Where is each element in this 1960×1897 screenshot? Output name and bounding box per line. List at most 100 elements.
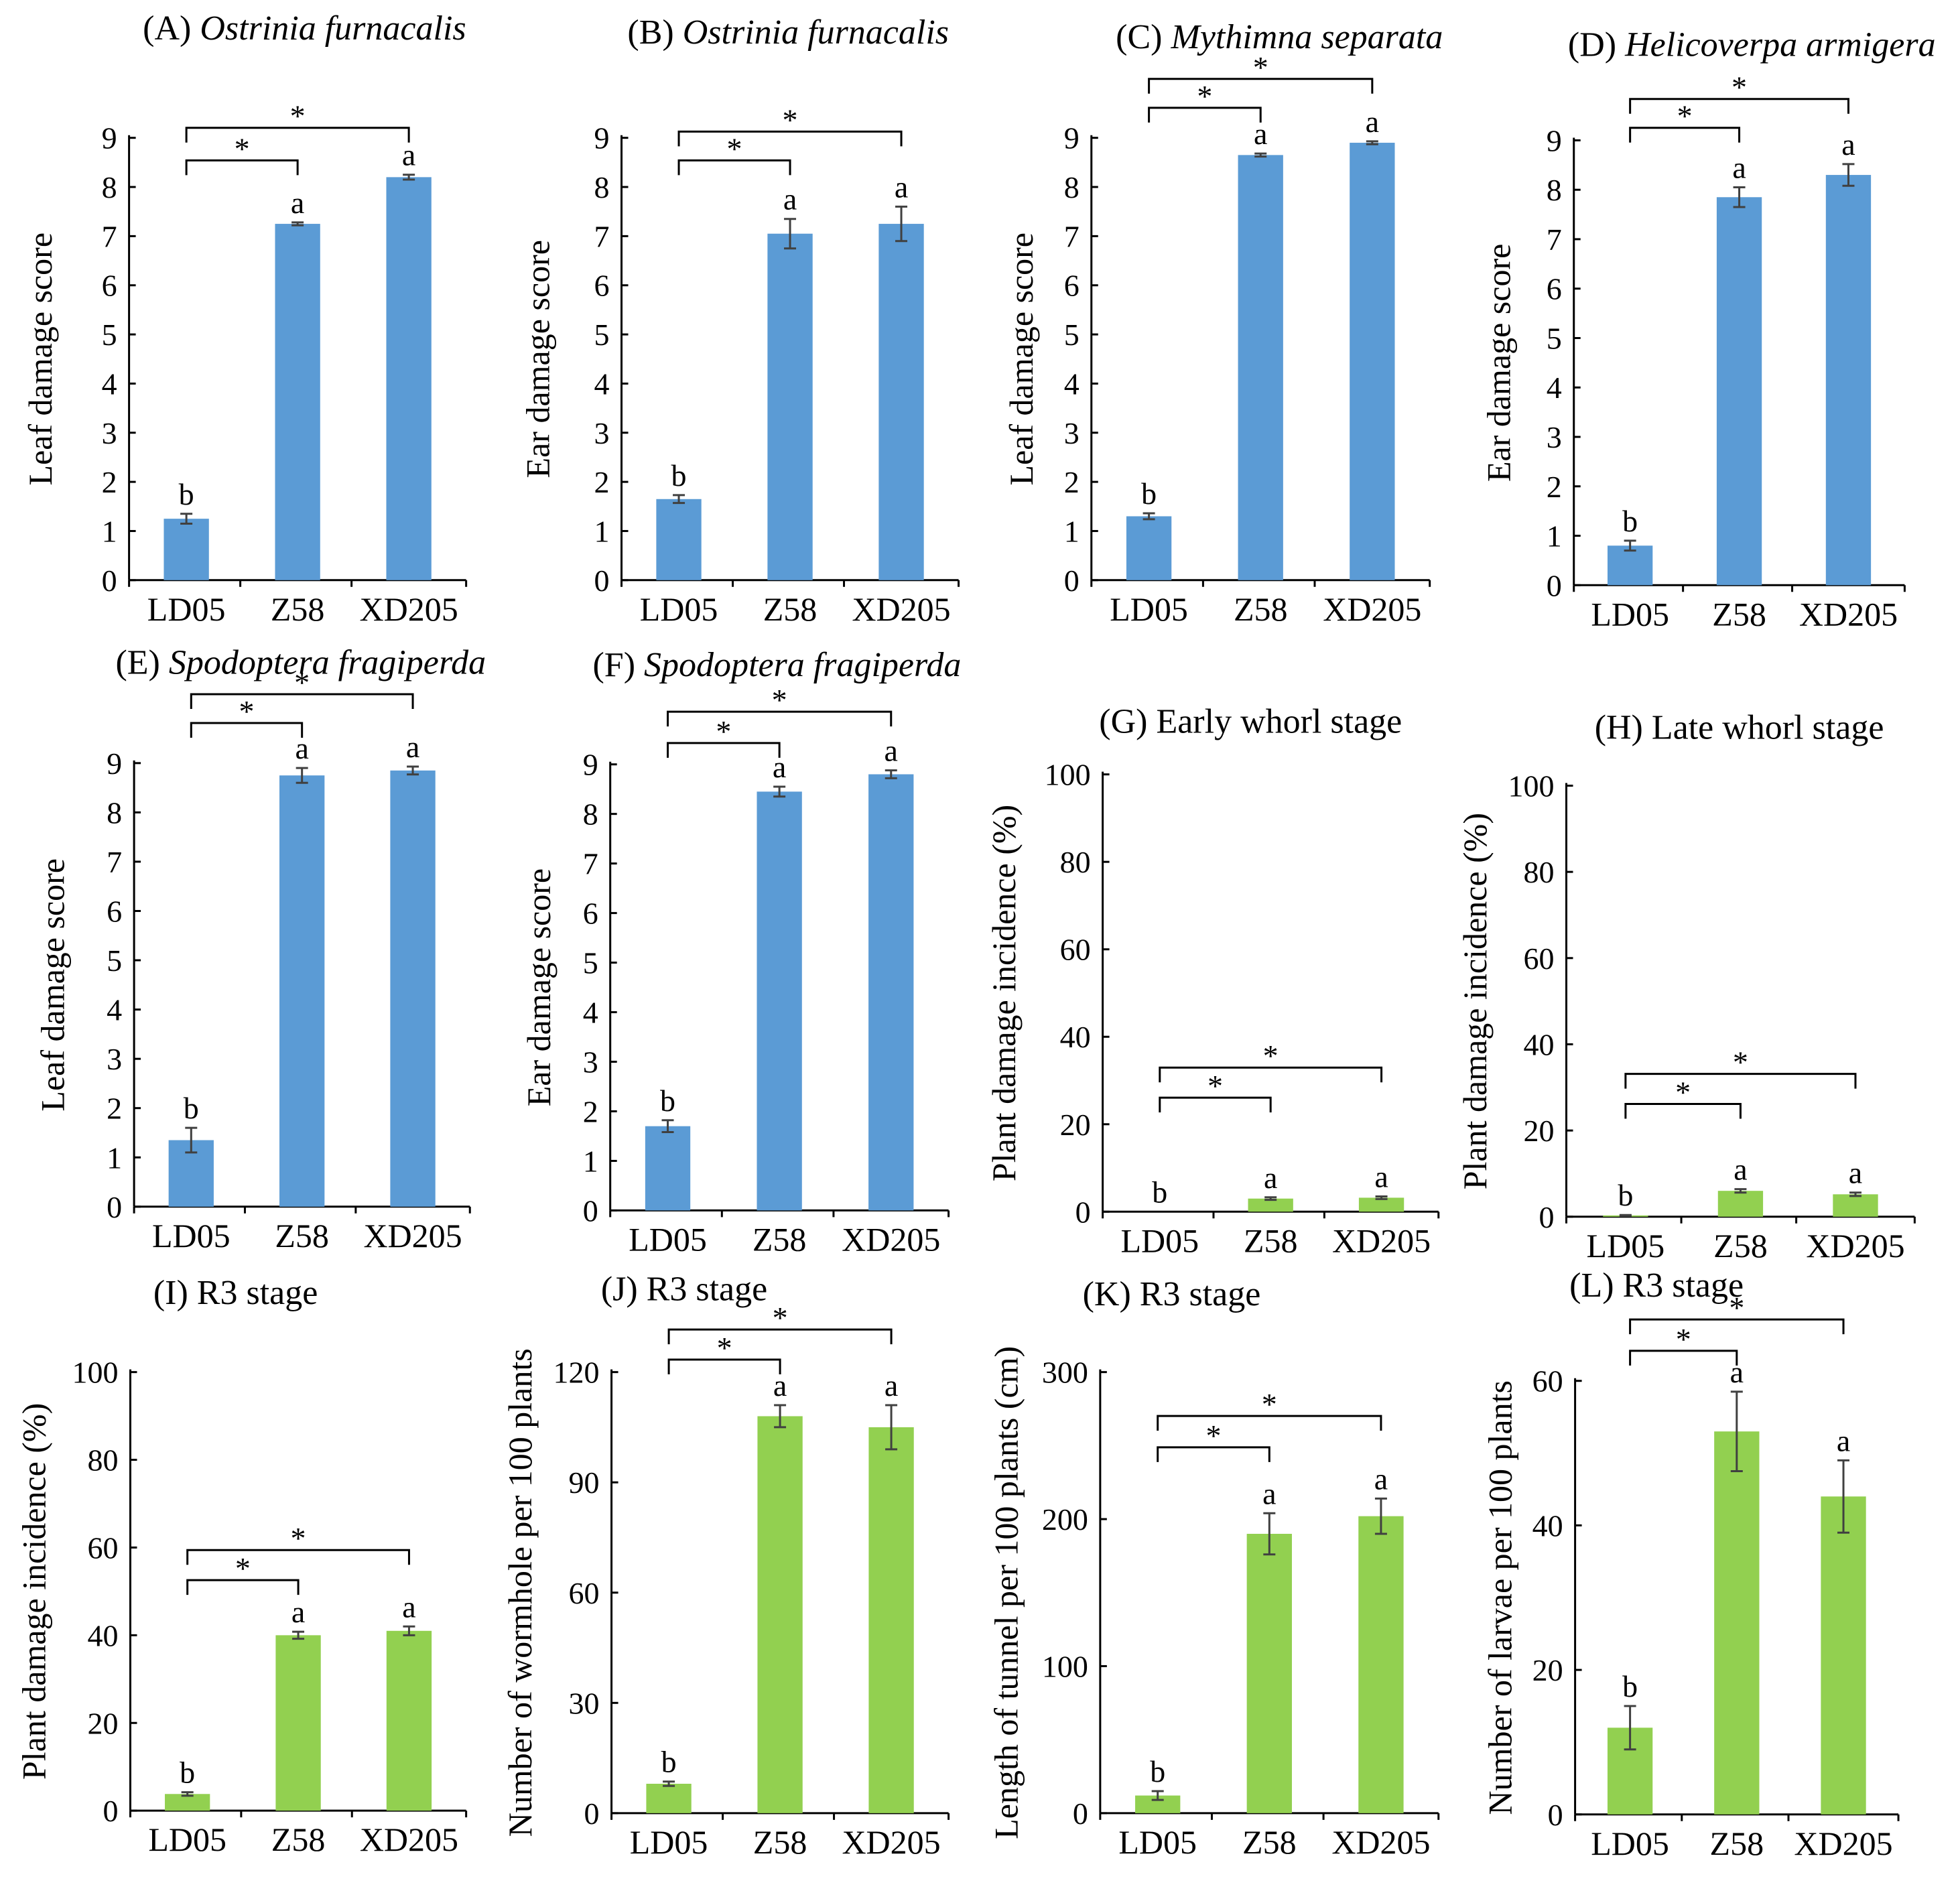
bar-LD05 xyxy=(646,1784,692,1813)
x-tick-label: Z58 xyxy=(1234,590,1288,628)
x-tick-label: LD05 xyxy=(152,1217,231,1254)
significance-bracket xyxy=(677,130,903,147)
y-tick-label: 3 xyxy=(583,1045,598,1080)
panel-title: (I) R3 stage xyxy=(153,1274,318,1312)
y-tick-label: 5 xyxy=(1547,321,1562,355)
significance-star: * xyxy=(1676,1322,1691,1356)
x-tick-label: Z58 xyxy=(1712,595,1766,633)
y-tick-label: 3 xyxy=(594,416,610,450)
panel-title: (L) R3 stage xyxy=(1569,1266,1744,1305)
x-tick-label: LD05 xyxy=(1118,1823,1197,1861)
y-tick-label: 8 xyxy=(594,170,610,204)
y-tick-label: 5 xyxy=(1064,318,1080,352)
significance-letter: a xyxy=(1841,127,1855,161)
y-tick-label: 20 xyxy=(87,1706,118,1740)
significance-star: * xyxy=(1675,1075,1691,1109)
y-tick-label: 3 xyxy=(102,416,117,450)
significance-star: * xyxy=(1262,1387,1277,1421)
bar-LD05 xyxy=(656,499,702,580)
y-tick-label: 7 xyxy=(107,845,122,879)
significance-letter: b xyxy=(661,1745,677,1779)
y-tick-label: 4 xyxy=(107,993,122,1027)
y-tick-label: 2 xyxy=(594,465,610,499)
y-axis-title: Plant damage incidence (%) xyxy=(1456,813,1494,1189)
significance-bracket xyxy=(185,159,299,176)
bar-Z58 xyxy=(279,775,325,1207)
significance-star: * xyxy=(294,665,310,700)
significance-bracket xyxy=(1148,78,1374,94)
significance-letter: a xyxy=(406,730,419,764)
x-tick-label: XD205 xyxy=(1799,595,1898,633)
significance-star: * xyxy=(235,1551,251,1585)
significance-bracket xyxy=(1159,1096,1272,1113)
y-tick-label: 20 xyxy=(1060,1108,1091,1142)
y-tick-label: 60 xyxy=(1532,1364,1563,1398)
significance-letter: a xyxy=(1849,1156,1862,1190)
y-tick-label: 60 xyxy=(87,1530,118,1565)
x-tick-label: XD205 xyxy=(852,590,950,628)
x-tick-label: Z58 xyxy=(763,590,818,628)
panel-title: (D) Helicoverpa armigera xyxy=(1568,25,1936,64)
bar-Z58 xyxy=(275,224,320,580)
significance-letter: a xyxy=(885,734,898,768)
x-tick-label: XD205 xyxy=(1794,1825,1892,1862)
significance-letter: b xyxy=(1618,1178,1633,1212)
y-tick-label: 2 xyxy=(107,1092,122,1126)
y-axis-title: Leaf damage score xyxy=(34,858,72,1112)
y-tick-label: 60 xyxy=(1524,941,1555,976)
significance-bracket xyxy=(667,742,781,758)
panel-H: 0 20 40 60 80 100 b LD05 a Z58 a XD205 * * Plant damag… xyxy=(1456,709,1916,1264)
y-tick-label: 5 xyxy=(583,946,598,980)
x-tick-label: XD205 xyxy=(360,1821,458,1858)
bar-XD205 xyxy=(868,1427,914,1813)
bar-Z58 xyxy=(1714,1431,1760,1815)
x-tick-label: XD205 xyxy=(1332,1222,1431,1259)
y-tick-label: 5 xyxy=(594,318,610,352)
y-tick-label: 9 xyxy=(594,121,610,155)
panel-title: (K) R3 stage xyxy=(1083,1275,1261,1313)
panel-title: (J) R3 stage xyxy=(601,1270,767,1308)
x-tick-label: Z58 xyxy=(271,590,325,628)
y-tick-label: 40 xyxy=(1532,1508,1563,1543)
y-tick-label: 100 xyxy=(1042,1649,1088,1683)
y-tick-label: 9 xyxy=(583,748,598,782)
y-axis-title: Plant damage incidence (%) xyxy=(15,1403,53,1780)
significance-bracket xyxy=(1624,1073,1857,1089)
significance-bracket xyxy=(1157,1446,1270,1462)
y-tick-label: 40 xyxy=(87,1618,118,1652)
y-tick-label: 9 xyxy=(1064,121,1080,155)
significance-star: * xyxy=(1732,70,1747,105)
y-tick-label: 1 xyxy=(107,1140,122,1175)
bar-LD05 xyxy=(645,1126,691,1211)
y-tick-label: 8 xyxy=(107,795,122,830)
significance-star: * xyxy=(727,131,742,166)
y-tick-label: 3 xyxy=(1547,420,1562,454)
y-tick-label: 30 xyxy=(569,1686,600,1720)
significance-star: * xyxy=(772,683,787,717)
x-tick-label: Z58 xyxy=(1242,1823,1297,1861)
significance-bracket xyxy=(1159,1066,1383,1083)
y-tick-label: 1 xyxy=(583,1144,598,1178)
bar-Z58 xyxy=(1248,1198,1293,1212)
significance-star: * xyxy=(783,103,798,137)
y-tick-label: 0 xyxy=(1064,564,1080,598)
y-tick-label: 200 xyxy=(1042,1502,1088,1536)
significance-letter: b xyxy=(184,1091,199,1125)
bar-XD205 xyxy=(390,770,436,1207)
panel-C: 0 1 2 3 4 5 6 7 8 9 b LD05 a Z58 a XD205 * * Leaf damage s… xyxy=(1002,18,1443,628)
bar-XD205 xyxy=(1358,1197,1404,1212)
significance-bracket xyxy=(190,693,414,709)
significance-bracket xyxy=(667,710,893,727)
significance-star: * xyxy=(235,131,250,166)
y-tick-label: 2 xyxy=(1547,470,1562,504)
x-tick-label: LD05 xyxy=(148,1821,226,1858)
y-tick-label: 1 xyxy=(1547,519,1562,553)
panel-I: 0 20 40 60 80 100 b LD05 a Z58 a XD205 * * Plant damag… xyxy=(15,1274,468,1858)
significance-star: * xyxy=(291,1521,306,1555)
significance-star: * xyxy=(1253,50,1268,84)
x-tick-label: LD05 xyxy=(1110,590,1188,628)
significance-letter: b xyxy=(671,458,687,493)
y-axis-title: Leaf damage score xyxy=(1002,233,1040,486)
y-tick-label: 6 xyxy=(1064,269,1080,303)
significance-letter: b xyxy=(180,1756,195,1790)
